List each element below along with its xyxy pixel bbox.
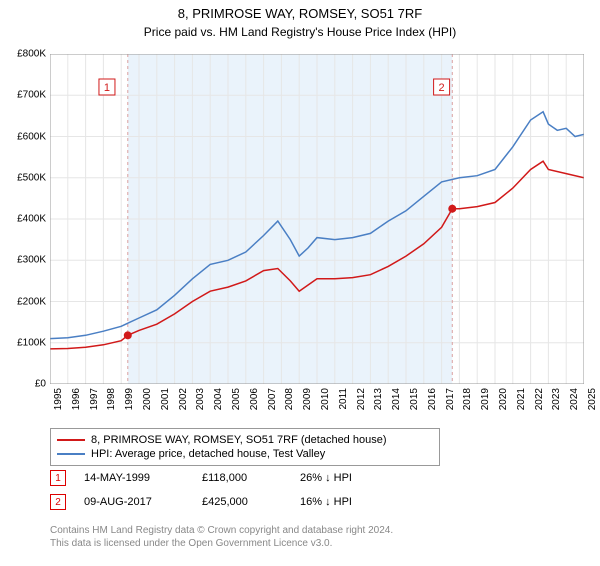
- chart-title: 8, PRIMROSE WAY, ROMSEY, SO51 7RF: [0, 6, 600, 21]
- x-tick-label: 2012: [356, 388, 367, 410]
- x-tick-label: 1999: [124, 388, 135, 410]
- y-tick-label: £100K: [17, 337, 46, 348]
- x-tick-label: 2011: [338, 388, 349, 410]
- svg-text:1: 1: [104, 82, 110, 94]
- chart-area: 12 £0£100K£200K£300K£400K£500K£600K£700K…: [50, 54, 584, 384]
- sale-row: 2 09-AUG-2017 £425,000 16% ↓ HPI: [50, 494, 390, 510]
- legend-row: HPI: Average price, detached house, Test…: [57, 447, 433, 461]
- sale-price: £425,000: [202, 496, 282, 508]
- legend-swatch: [57, 439, 85, 441]
- x-tick-label: 2002: [178, 388, 189, 410]
- sale-delta: 26% ↓ HPI: [300, 472, 390, 484]
- x-tick-label: 2022: [534, 388, 545, 410]
- chart-svg: 12: [50, 54, 584, 384]
- x-tick-label: 1996: [71, 388, 82, 410]
- legend-label: 8, PRIMROSE WAY, ROMSEY, SO51 7RF (detac…: [91, 434, 387, 446]
- y-tick-label: £0: [35, 379, 46, 390]
- x-tick-label: 2015: [409, 388, 420, 410]
- x-tick-label: 2017: [445, 388, 456, 410]
- sales-table: 1 14-MAY-1999 £118,000 26% ↓ HPI 2 09-AUG-201…: [50, 470, 390, 518]
- y-tick-label: £800K: [17, 49, 46, 60]
- x-tick-label: 2013: [373, 388, 384, 410]
- x-tick-label: 2006: [249, 388, 260, 410]
- legend: 8, PRIMROSE WAY, ROMSEY, SO51 7RF (detac…: [50, 428, 440, 466]
- x-tick-label: 2016: [427, 388, 438, 410]
- x-tick-label: 2019: [480, 388, 491, 410]
- y-tick-label: £400K: [17, 214, 46, 225]
- attribution-line: This data is licensed under the Open Gov…: [50, 537, 393, 550]
- legend-swatch: [57, 453, 85, 455]
- x-tick-label: 2020: [498, 388, 509, 410]
- sale-marker: 1: [50, 470, 66, 486]
- x-tick-label: 1997: [89, 388, 100, 410]
- chart-container: 8, PRIMROSE WAY, ROMSEY, SO51 7RF Price …: [0, 6, 600, 566]
- x-tick-label: 2021: [516, 388, 527, 410]
- y-tick-label: £700K: [17, 90, 46, 101]
- attribution-line: Contains HM Land Registry data © Crown c…: [50, 524, 393, 537]
- svg-text:2: 2: [439, 82, 445, 94]
- x-tick-label: 2014: [391, 388, 402, 410]
- legend-label: HPI: Average price, detached house, Test…: [91, 448, 325, 460]
- legend-row: 8, PRIMROSE WAY, ROMSEY, SO51 7RF (detac…: [57, 433, 433, 447]
- x-tick-label: 2004: [213, 388, 224, 410]
- chart-subtitle: Price paid vs. HM Land Registry's House …: [0, 25, 600, 39]
- y-tick-label: £300K: [17, 255, 46, 266]
- sale-date: 14-MAY-1999: [84, 472, 184, 484]
- x-tick-label: 2009: [302, 388, 313, 410]
- x-tick-label: 2003: [195, 388, 206, 410]
- x-tick-label: 2023: [551, 388, 562, 410]
- x-tick-label: 2005: [231, 388, 242, 410]
- x-tick-label: 2018: [462, 388, 473, 410]
- x-tick-label: 2001: [160, 388, 171, 410]
- sale-price: £118,000: [202, 472, 282, 484]
- x-tick-label: 2010: [320, 388, 331, 410]
- x-tick-label: 2007: [267, 388, 278, 410]
- x-tick-label: 1995: [53, 388, 64, 410]
- y-tick-label: £600K: [17, 131, 46, 142]
- y-tick-label: £500K: [17, 172, 46, 183]
- attribution: Contains HM Land Registry data © Crown c…: [50, 524, 393, 550]
- x-tick-label: 2025: [587, 388, 598, 410]
- y-tick-label: £200K: [17, 296, 46, 307]
- x-tick-label: 2000: [142, 388, 153, 410]
- sale-delta: 16% ↓ HPI: [300, 496, 390, 508]
- x-tick-label: 1998: [106, 388, 117, 410]
- sale-row: 1 14-MAY-1999 £118,000 26% ↓ HPI: [50, 470, 390, 486]
- sale-date: 09-AUG-2017: [84, 496, 184, 508]
- sale-marker: 2: [50, 494, 66, 510]
- x-tick-label: 2008: [284, 388, 295, 410]
- x-tick-label: 2024: [569, 388, 580, 410]
